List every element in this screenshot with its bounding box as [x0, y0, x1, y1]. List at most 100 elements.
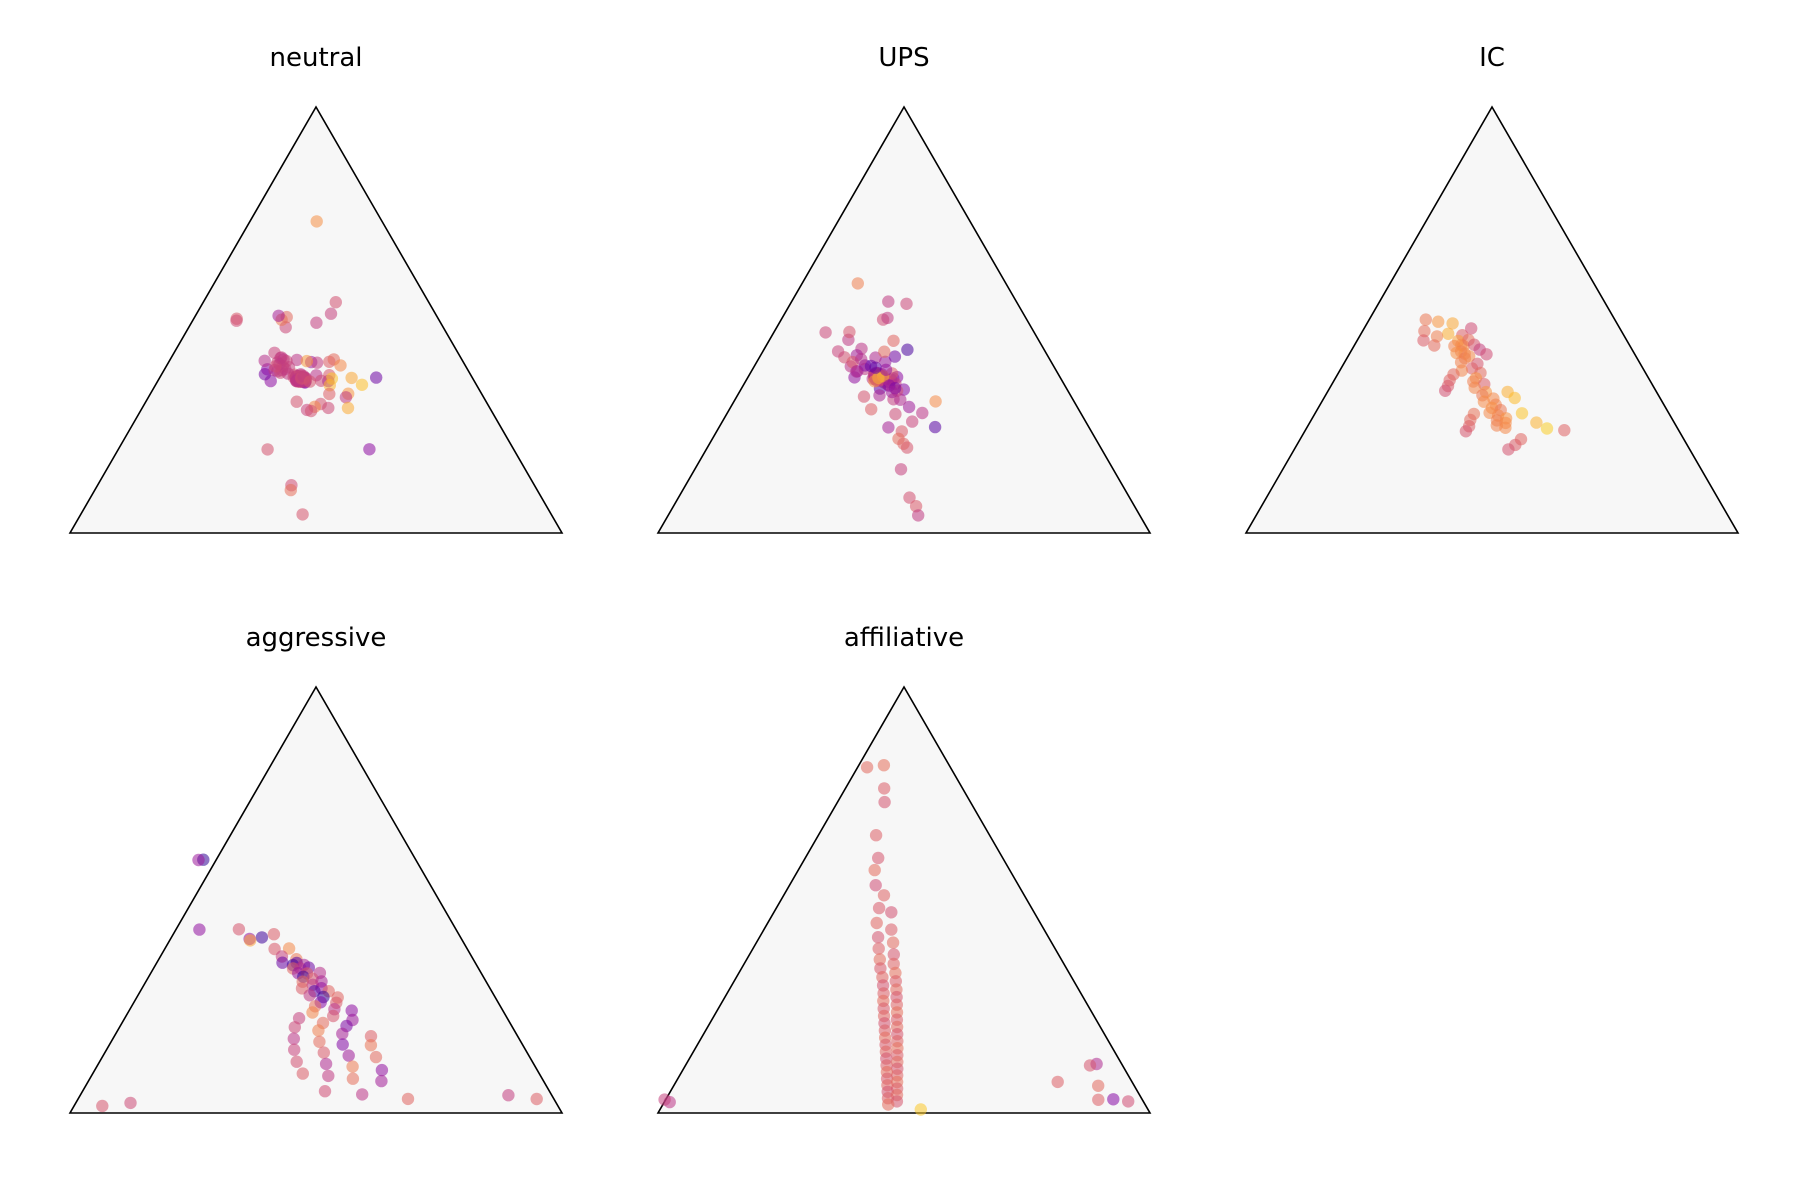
- scatter-point: [878, 345, 891, 358]
- scatter-point: [887, 948, 900, 961]
- scatter-point: [288, 1043, 301, 1056]
- ternary-frame: [656, 105, 1152, 534]
- scatter-point: [882, 1098, 895, 1111]
- scatter-point: [345, 1004, 358, 1017]
- scatter-point: [255, 931, 269, 944]
- scatter-point: [1540, 422, 1554, 435]
- scatter-point: [888, 350, 902, 363]
- scatter-point: [877, 889, 891, 902]
- panel-ups: UPS: [656, 43, 1152, 534]
- scatter-point: [885, 906, 898, 919]
- scatter-point: [336, 1038, 349, 1051]
- scatter-point: [303, 989, 316, 1002]
- scatter-point: [319, 1057, 333, 1071]
- scatter-point: [341, 401, 355, 415]
- scatter-point: [851, 277, 864, 290]
- scatter-point: [870, 916, 883, 930]
- scatter-point: [370, 371, 383, 384]
- panel-title-ic: IC: [1479, 43, 1505, 73]
- scatter-point: [342, 1049, 355, 1062]
- scatter-point: [872, 901, 886, 915]
- scatter-point: [1459, 425, 1473, 438]
- scatter-point: [857, 390, 871, 403]
- panel-affiliative: affiliative: [656, 623, 1152, 1116]
- scatter-point: [894, 393, 907, 406]
- scatter-point: [1418, 324, 1431, 338]
- scatter-point: [658, 1093, 671, 1106]
- scatter-point: [329, 296, 342, 309]
- scatter-point: [901, 343, 914, 356]
- scatter-point: [916, 406, 929, 420]
- scatter-point: [258, 354, 271, 367]
- scatter-point: [232, 923, 246, 936]
- scatter-point: [339, 391, 353, 404]
- scatter-point: [290, 353, 304, 367]
- scatter-point: [902, 400, 916, 414]
- ternary-frame: [68, 685, 564, 1114]
- scatter-point: [193, 923, 206, 936]
- scatter-point: [903, 491, 916, 504]
- scatter-point: [1508, 391, 1521, 405]
- scatter-point: [346, 1060, 359, 1073]
- panel-neutral: neutral: [68, 43, 564, 534]
- scatter-point: [230, 314, 243, 327]
- panel-title-neutral: neutral: [270, 43, 363, 73]
- scatter-point: [914, 1103, 927, 1116]
- scatter-point: [868, 863, 881, 877]
- scatter-point: [865, 403, 878, 416]
- scatter-point: [877, 759, 891, 772]
- scatter-point: [885, 923, 898, 936]
- scatter-point: [871, 931, 885, 944]
- panel-ic: IC: [1244, 43, 1740, 534]
- scatter-point: [267, 928, 281, 941]
- scatter-point: [336, 1027, 349, 1041]
- scatter-point: [355, 378, 369, 391]
- scatter-point: [1432, 315, 1445, 328]
- scatter-point: [1122, 1095, 1135, 1108]
- scatter-point: [192, 853, 205, 867]
- scatter-point: [290, 1055, 303, 1068]
- scatter-point: [887, 334, 900, 347]
- scatter-point: [327, 1009, 340, 1023]
- scatter-point: [363, 443, 376, 456]
- scatter-point: [288, 1021, 301, 1034]
- scatter-point: [831, 345, 845, 358]
- scatter-point: [296, 508, 309, 521]
- scatter-point: [1530, 416, 1543, 429]
- scatter-point: [819, 326, 832, 339]
- scatter-point: [346, 1072, 360, 1085]
- scatter-point: [1502, 443, 1515, 456]
- scatter-point: [364, 1030, 378, 1043]
- scatter-point: [282, 942, 296, 955]
- scatter-point: [303, 375, 317, 388]
- scatter-point: [900, 297, 913, 310]
- panel-aggressive: aggressive: [68, 623, 564, 1114]
- scatter-point: [1051, 1075, 1064, 1089]
- scatter-point: [843, 325, 856, 339]
- scatter-point: [323, 379, 336, 392]
- scatter-point: [1417, 334, 1430, 347]
- scatter-point: [502, 1089, 515, 1102]
- scatter-point: [334, 359, 347, 372]
- scatter-point: [356, 1088, 369, 1101]
- scatter-point: [530, 1092, 543, 1106]
- ternary-frame: [656, 685, 1152, 1114]
- scatter-point: [855, 353, 868, 366]
- scatter-point: [878, 782, 891, 795]
- ternary-frame: [1244, 105, 1740, 534]
- scatter-point: [322, 1069, 335, 1083]
- scatter-point: [310, 356, 324, 369]
- scatter-point: [310, 215, 323, 228]
- scatter-point: [885, 385, 899, 399]
- scatter-point: [881, 311, 894, 325]
- panel-title-ups: UPS: [878, 43, 929, 73]
- panel-title-affiliative: affiliative: [844, 623, 964, 653]
- scatter-point: [1107, 1093, 1120, 1106]
- scatter-point: [850, 365, 863, 378]
- scatter-point: [1419, 313, 1433, 326]
- scatter-point: [276, 956, 289, 969]
- scatter-point: [873, 389, 886, 402]
- scatter-point: [1515, 407, 1529, 420]
- scatter-point: [897, 437, 910, 450]
- scatter-point: [375, 1074, 388, 1088]
